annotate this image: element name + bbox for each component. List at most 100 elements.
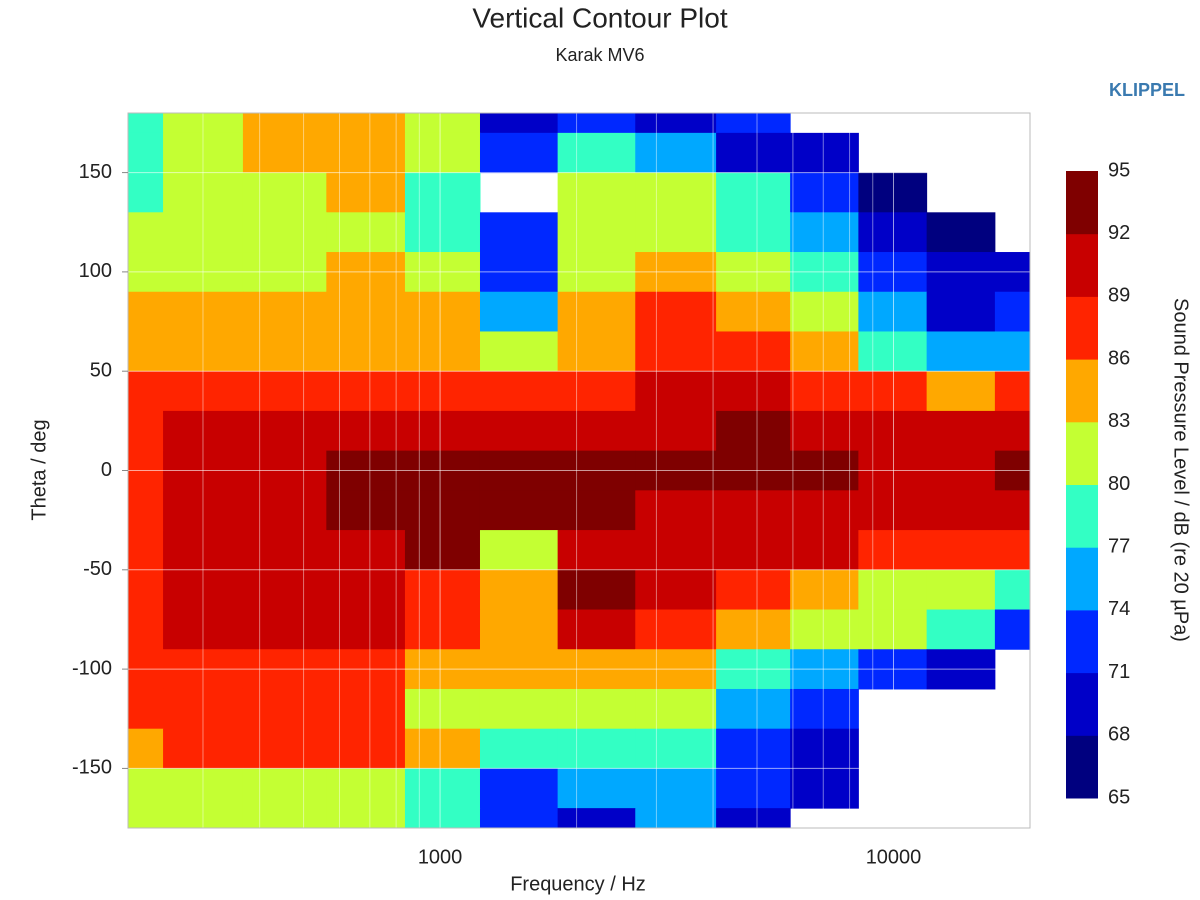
contour-cell (326, 331, 406, 372)
contour-cell (326, 490, 406, 531)
contour-cell (635, 490, 717, 531)
contour-cell (326, 609, 406, 650)
contour-cell (926, 212, 996, 253)
contour-cell (479, 212, 559, 253)
y-tick-label: 50 (90, 359, 112, 381)
contour-cell (716, 132, 791, 174)
contour-cell (858, 331, 928, 372)
contour-cell (404, 331, 481, 372)
contour-cell (128, 113, 164, 134)
contour-cell (926, 490, 996, 531)
colorbar-band (1066, 672, 1098, 736)
contour-cell (163, 688, 244, 730)
colorbar-label: Sound Pressure Level / dB (re 20 µPa) (1170, 298, 1192, 642)
contour-cell (926, 371, 996, 412)
colorbar-tick-label: 77 (1108, 535, 1130, 557)
contour-cell (479, 113, 559, 134)
contour-cell (128, 530, 164, 571)
contour-cell (635, 609, 717, 650)
contour-cell (557, 768, 636, 809)
contour-cell (994, 530, 1030, 571)
contour-cell (926, 331, 996, 372)
contour-cell (790, 331, 859, 372)
chart-subtitle: Karak MV6 (555, 45, 644, 65)
contour-cell (858, 490, 928, 531)
chart-title: Vertical Contour Plot (472, 2, 727, 33)
contour-cell (716, 609, 791, 650)
contour-cell (635, 371, 717, 412)
contour-cell (242, 569, 327, 611)
y-tick-label: 100 (79, 260, 112, 282)
contour-cell (128, 410, 164, 452)
contour-cell (716, 331, 791, 372)
contour-cell (557, 172, 636, 213)
contour-cell (994, 609, 1030, 650)
contour-cell (242, 331, 327, 372)
contour-cell (326, 371, 406, 412)
colorbar-tick-label: 74 (1108, 598, 1130, 620)
contour-cell (716, 212, 791, 253)
grid (128, 113, 1030, 828)
contour-cell (635, 410, 717, 452)
contour-cell (326, 768, 406, 809)
contour-cell (479, 688, 559, 730)
colorbar-tick-label: 83 (1108, 410, 1130, 432)
axes: 1000 10000 -150 -100 -50 0 50 100 150 (72, 161, 921, 868)
contour-cell (479, 609, 559, 650)
contour-cell (790, 768, 859, 809)
colorbar-tick-label: 89 (1108, 285, 1130, 307)
contour-cell (404, 113, 481, 134)
contour-cell (479, 331, 559, 372)
colorbar-tick-label: 80 (1108, 473, 1130, 495)
contour-cell (163, 609, 244, 650)
contour-cell (635, 132, 717, 174)
contour-cell (326, 410, 406, 452)
contour-cell (858, 291, 928, 332)
contour-cell (635, 530, 717, 571)
contour-cell (242, 172, 327, 213)
contour-cell (242, 291, 327, 332)
contour-cell (479, 132, 559, 174)
contour-cell (326, 728, 406, 769)
contour-cell (635, 768, 717, 809)
colorbar-band (1066, 735, 1098, 799)
contour-cell (404, 768, 481, 809)
contour-cell (858, 212, 928, 253)
contour-cell (926, 410, 996, 452)
contour-cell (635, 212, 717, 253)
colorbar-tick-label: 68 (1108, 724, 1130, 746)
contour-cell (404, 371, 481, 412)
contour-cell (128, 212, 164, 253)
contour-cell (242, 410, 327, 452)
contour-cell (716, 172, 791, 213)
colorbar-band (1066, 296, 1098, 360)
contour-cell (716, 490, 791, 531)
contour-cell (404, 569, 481, 611)
contour-cell (163, 212, 244, 253)
contour-cell (404, 172, 481, 213)
contour-cell (163, 490, 244, 531)
y-axis-label: Theta / deg (28, 419, 50, 520)
contour-cell (635, 569, 717, 611)
contour-cell (557, 688, 636, 730)
contour-cell (479, 768, 559, 809)
contour-cell (128, 132, 164, 174)
contour-cell (635, 113, 717, 134)
contour-cell (326, 808, 406, 828)
contour-cell (326, 291, 406, 332)
colorbar-band (1066, 359, 1098, 423)
contour-cell (994, 291, 1030, 332)
contour-cell (994, 331, 1030, 372)
contour-cell (128, 490, 164, 531)
contour-cell (163, 172, 244, 213)
contour-cell (557, 609, 636, 650)
y-tick-label: -100 (72, 657, 112, 679)
contour-cell (404, 132, 481, 174)
contour-cell (163, 808, 244, 828)
contour-cell (557, 808, 636, 828)
contour-cell (326, 212, 406, 253)
contour-cell (926, 569, 996, 611)
contour-cell (635, 808, 717, 828)
contour-cell (163, 728, 244, 769)
